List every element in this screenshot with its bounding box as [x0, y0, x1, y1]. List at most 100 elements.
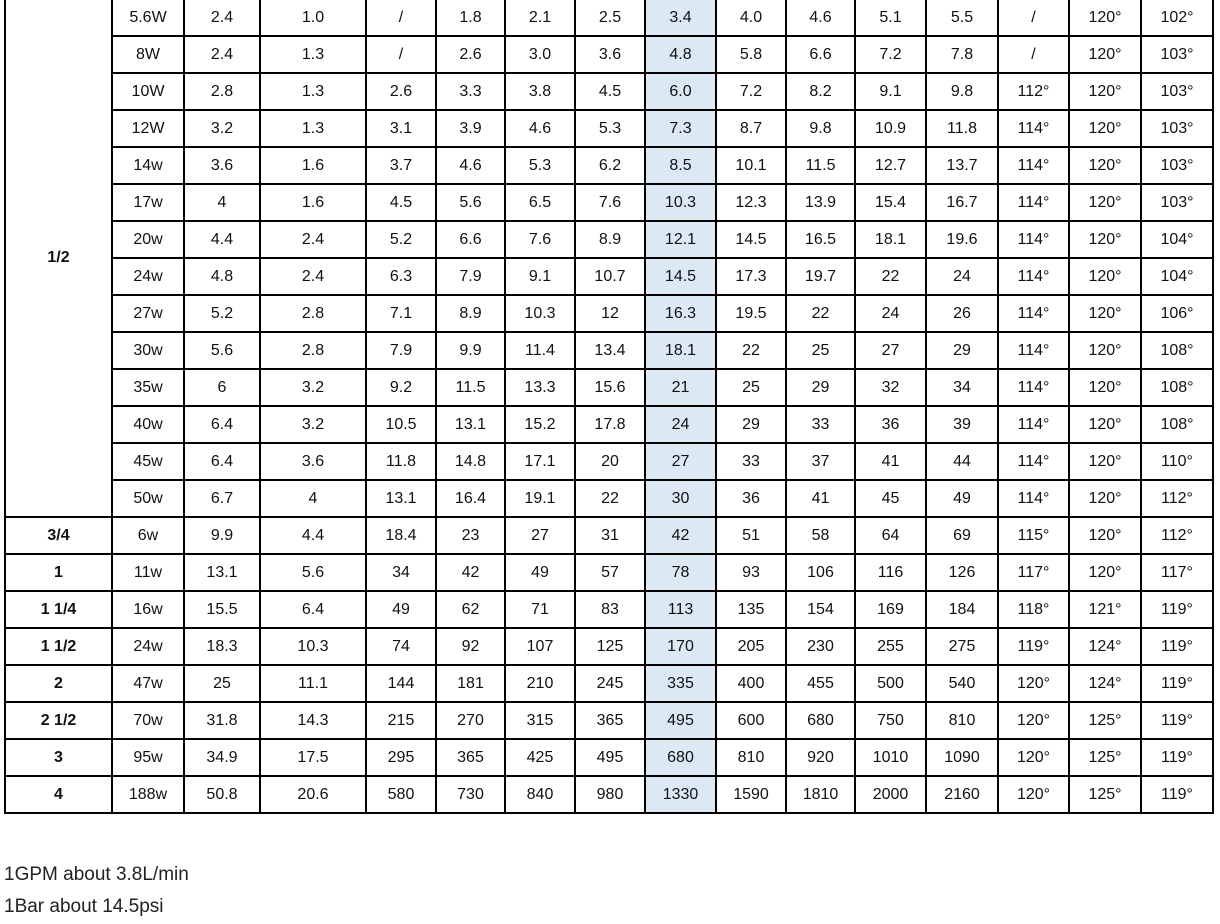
value-cell: 8.2 — [785, 72, 856, 111]
value-cell: 102° — [1140, 0, 1214, 37]
value-cell: 120° — [1068, 183, 1142, 222]
value-cell: 8.9 — [435, 294, 506, 333]
value-cell: 19.1 — [504, 479, 576, 518]
value-cell: 34.9 — [183, 738, 261, 777]
table-row: 10W 2.8 1.3 2.6 3.3 3.8 4.5 6.0 7.2 8.2 9.1 9.8 112°… — [5, 72, 1214, 111]
value-cell: 120° — [1068, 35, 1142, 74]
value-cell: 6.0 — [644, 72, 717, 111]
value-cell: 6.6 — [435, 220, 506, 259]
value-cell: 112° — [997, 72, 1070, 111]
value-cell: 5.3 — [504, 146, 576, 185]
value-cell: 12.1 — [644, 220, 717, 259]
value-cell: 7.6 — [504, 220, 576, 259]
value-cell: 7.3 — [644, 109, 717, 148]
value-cell: 2.8 — [183, 72, 261, 111]
power-cell: 6w — [111, 516, 185, 555]
value-cell: 11.4 — [504, 331, 576, 370]
value-cell: 6.3 — [365, 257, 437, 296]
value-cell: 120° — [997, 664, 1070, 703]
value-cell: 124° — [1068, 627, 1142, 666]
value-cell: 25 — [183, 664, 261, 703]
value-cell: 4.8 — [183, 257, 261, 296]
value-cell: 34 — [925, 368, 999, 407]
power-cell: 30w — [111, 331, 185, 370]
value-cell: 5.6 — [259, 553, 367, 592]
value-cell: 119° — [1140, 627, 1214, 666]
value-cell: 365 — [435, 738, 506, 777]
power-cell: 12W — [111, 109, 185, 148]
value-cell: 18.1 — [854, 220, 927, 259]
value-cell: 9.8 — [785, 109, 856, 148]
value-cell: 36 — [715, 479, 787, 518]
value-cell: 13.4 — [574, 331, 646, 370]
value-cell: 29 — [785, 368, 856, 407]
value-cell: 2.6 — [435, 35, 506, 74]
value-cell: 184 — [925, 590, 999, 629]
pipe-size-cell: 1 1/4 — [4, 590, 113, 629]
value-cell: 210 — [504, 664, 576, 703]
value-cell: 118° — [997, 590, 1070, 629]
value-cell: 114° — [997, 294, 1070, 333]
value-cell: 5.2 — [183, 294, 261, 333]
value-cell: 120° — [1068, 109, 1142, 148]
power-cell: 40w — [111, 405, 185, 444]
value-cell: 680 — [644, 738, 717, 777]
value-cell: 125 — [574, 627, 646, 666]
value-cell: 69 — [925, 516, 999, 555]
table-row: 24w 4.8 2.4 6.3 7.9 9.1 10.7 14.5 17.3 19.7 22 24 11… — [5, 257, 1214, 296]
value-cell: 26 — [925, 294, 999, 333]
value-cell: 119° — [1140, 738, 1214, 777]
value-cell: 42 — [644, 516, 717, 555]
value-cell: 31.8 — [183, 701, 261, 740]
table-row: 8W 2.4 1.3/2.6 3.0 3.6 4.8 5.8 6.6 7.2 7.8/120° 10… — [5, 35, 1214, 74]
value-cell: 2160 — [925, 775, 999, 814]
value-cell: 5.1 — [854, 0, 927, 37]
value-cell: 14.3 — [259, 701, 367, 740]
value-cell: 3.6 — [259, 442, 367, 481]
value-cell: 110° — [1140, 442, 1214, 481]
value-cell: 106° — [1140, 294, 1214, 333]
value-cell: 27 — [854, 331, 927, 370]
value-cell: 2.5 — [574, 0, 646, 37]
value-cell: 15.2 — [504, 405, 576, 444]
pipe-size-cell: 1 — [4, 553, 113, 592]
value-cell: 1.3 — [259, 35, 367, 74]
power-cell: 8W — [111, 35, 185, 74]
value-cell: 14.5 — [715, 220, 787, 259]
value-cell: 120° — [1068, 516, 1142, 555]
value-cell: 10.5 — [365, 405, 437, 444]
value-cell: 9.8 — [925, 72, 999, 111]
value-cell: 17.8 — [574, 405, 646, 444]
value-cell: 120° — [1068, 220, 1142, 259]
value-cell: 2000 — [854, 775, 927, 814]
table-row: 30w 5.6 2.8 7.9 9.9 11.4 13.4 18.1 22 25 27 29 114° 1… — [5, 331, 1214, 370]
value-cell: 7.8 — [925, 35, 999, 74]
value-cell: 270 — [435, 701, 506, 740]
pipe-size-cell: 2 — [4, 664, 113, 703]
value-cell: 41 — [785, 479, 856, 518]
value-cell: 810 — [925, 701, 999, 740]
value-cell: 114° — [997, 442, 1070, 481]
value-cell: 2.1 — [504, 0, 576, 37]
value-cell: 120° — [997, 701, 1070, 740]
value-cell: 12 — [574, 294, 646, 333]
power-cell: 10W — [111, 72, 185, 111]
value-cell: 4.4 — [183, 220, 261, 259]
value-cell: 6.4 — [183, 442, 261, 481]
value-cell: 17.1 — [504, 442, 576, 481]
value-cell: 1810 — [785, 775, 856, 814]
value-cell: 255 — [854, 627, 927, 666]
value-cell: 1.8 — [435, 0, 506, 37]
power-cell: 27w — [111, 294, 185, 333]
value-cell: 9.1 — [504, 257, 576, 296]
pipe-size-cell: 3 — [4, 738, 113, 777]
value-cell: 57 — [574, 553, 646, 592]
table-row: 3 95w 34.9 17.5 295 365 425 495 680 810 920 1010 109… — [4, 738, 1214, 777]
value-cell: 34 — [365, 553, 437, 592]
value-cell: 4.5 — [574, 72, 646, 111]
power-cell: 50w — [111, 479, 185, 518]
value-cell: 4.6 — [435, 146, 506, 185]
value-cell: 24 — [644, 405, 717, 444]
value-cell: 64 — [854, 516, 927, 555]
value-cell: 125° — [1068, 701, 1142, 740]
